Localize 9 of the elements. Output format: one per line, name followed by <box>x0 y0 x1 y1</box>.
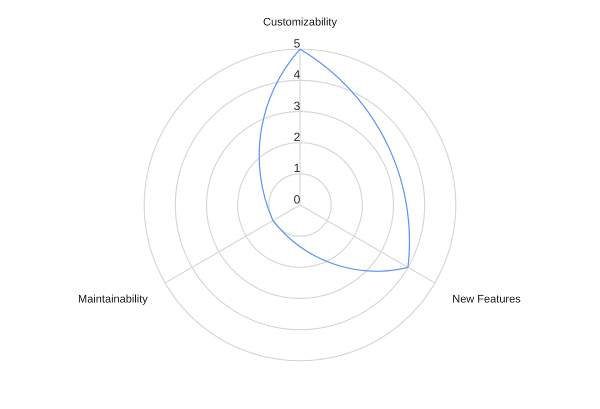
y-tick-label: 0 <box>294 192 301 206</box>
y-tick-label: 2 <box>294 130 301 144</box>
y-tick-label: 1 <box>294 161 301 176</box>
spoke-label: Customizability <box>263 16 338 29</box>
spoke-label: Maintainability <box>78 294 148 306</box>
y-tick-label: 5 <box>294 36 301 51</box>
y-tick-label: 4 <box>294 68 301 82</box>
spoke-label: New Features <box>452 294 522 306</box>
y-tick-label: 3 <box>294 98 301 113</box>
